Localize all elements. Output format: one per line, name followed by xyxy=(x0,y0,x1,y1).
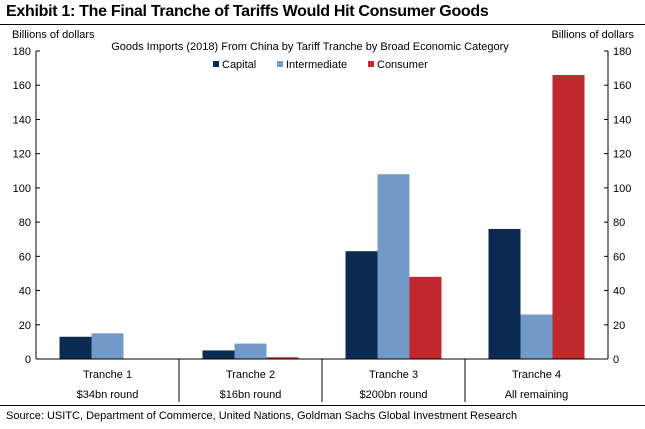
legend-label-intermediate: Intermediate xyxy=(286,59,347,71)
x-subcategory-label: $200bn round xyxy=(360,389,428,401)
y-axis-label-left: Billions of dollars xyxy=(12,29,95,41)
bar-consumer-4 xyxy=(552,74,585,359)
source-note: Source: USITC, Department of Commerce, U… xyxy=(6,410,518,422)
bar-consumer-2 xyxy=(266,357,299,359)
y-tick-label-left: 180 xyxy=(13,46,31,58)
y-tick-label-left: 0 xyxy=(25,354,31,366)
x-subcategory-label: $16bn round xyxy=(220,389,282,401)
x-tick-label: Tranche 4 xyxy=(512,369,561,381)
x-tick-label: Tranche 3 xyxy=(369,369,418,381)
exhibit-title: Exhibit 1: The Final Tranche of Tariffs … xyxy=(6,3,489,20)
chart-title: Goods Imports (2018) From China by Tarif… xyxy=(111,41,509,53)
x-subcategory-label: All remaining xyxy=(505,389,569,401)
bar-intermediate-1 xyxy=(91,333,124,359)
bar-capital-3 xyxy=(345,251,378,359)
y-tick-label-left: 160 xyxy=(13,80,31,92)
bar-intermediate-4 xyxy=(520,314,553,359)
y-tick-label-left: 120 xyxy=(13,149,31,161)
legend-label-capital: Capital xyxy=(222,59,256,71)
y-tick-label-right: 180 xyxy=(613,46,631,58)
y-tick-label-right: 160 xyxy=(613,80,631,92)
x-tick-label: Tranche 1 xyxy=(83,369,132,381)
chart: Billions of dollars Billions of dollars … xyxy=(12,29,634,402)
legend-swatch-consumer xyxy=(368,61,374,67)
x-tick-label: Tranche 2 xyxy=(226,369,275,381)
y-tick-label-left: 80 xyxy=(19,217,31,229)
bar-capital-2 xyxy=(202,350,235,359)
legend: Capital Intermediate Consumer xyxy=(213,59,428,71)
y-tick-label-right: 0 xyxy=(613,354,619,366)
y-tick-label-left: 140 xyxy=(13,114,31,126)
bar-consumer-3 xyxy=(409,276,442,359)
legend-label-consumer: Consumer xyxy=(377,59,428,71)
bar-intermediate-2 xyxy=(234,343,267,359)
axes: 0 0 20 20 40 40 60 60 80 80 100 100 120 120 140 140 160 1… xyxy=(13,46,631,402)
y-tick-label-right: 60 xyxy=(613,251,625,263)
y-tick-label-right: 20 xyxy=(613,320,625,332)
y-tick-label-right: 140 xyxy=(613,114,631,126)
x-subcategory-label: $34bn round xyxy=(77,389,139,401)
legend-swatch-intermediate xyxy=(277,61,283,67)
y-tick-label-right: 100 xyxy=(613,183,631,195)
bar-intermediate-3 xyxy=(377,174,410,359)
y-tick-label-left: 60 xyxy=(19,251,31,263)
y-tick-label-right: 120 xyxy=(613,149,631,161)
source-rule xyxy=(0,405,645,406)
y-tick-label-left: 40 xyxy=(19,286,31,298)
y-tick-label-left: 20 xyxy=(19,320,31,332)
bars xyxy=(59,74,585,359)
bar-capital-4 xyxy=(488,228,521,359)
title-rule xyxy=(0,24,645,25)
y-axis-label-right: Billions of dollars xyxy=(551,29,634,41)
bar-capital-1 xyxy=(59,336,92,359)
y-tick-label-right: 40 xyxy=(613,286,625,298)
y-tick-label-left: 100 xyxy=(13,183,31,195)
y-tick-label-right: 80 xyxy=(613,217,625,229)
legend-swatch-capital xyxy=(213,61,219,67)
